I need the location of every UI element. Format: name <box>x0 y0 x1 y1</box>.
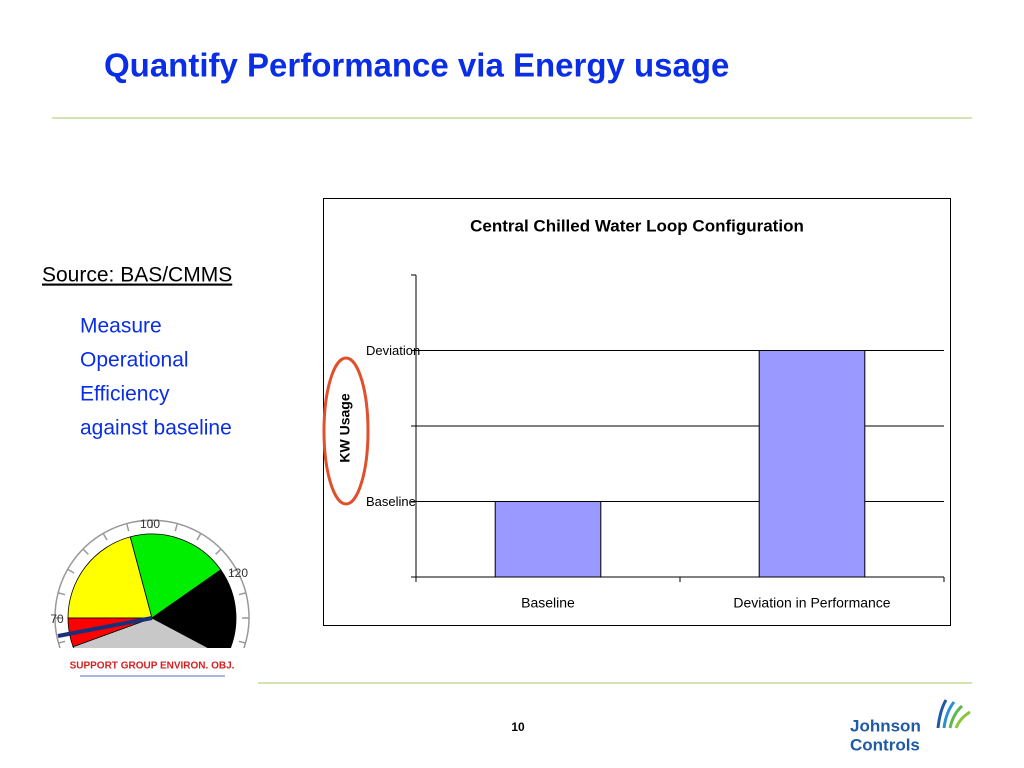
bar <box>758 350 866 578</box>
gauge-grey <box>72 617 210 648</box>
gauge-caption-box <box>62 658 242 674</box>
gauge-tick <box>174 524 178 532</box>
gauge-tick <box>82 548 89 555</box>
body-line: Efficiency <box>80 383 170 406</box>
page-number: 10 <box>511 720 525 734</box>
gauge-caption: SUPPORT GROUP ENVIRON. OBJ. <box>70 661 235 672</box>
gauge <box>54 519 250 649</box>
gauge-label: 100 <box>140 517 160 531</box>
gauge-tick <box>215 548 222 555</box>
y-tick-label: Deviation <box>366 343 420 358</box>
gauge-label: 120 <box>228 566 248 580</box>
gauge-tick <box>67 568 75 574</box>
y-axis-label: KW Usage <box>337 393 353 462</box>
bar <box>494 501 602 578</box>
gauge-needle <box>57 616 153 638</box>
logo-text: Johnson <box>850 716 921 735</box>
logo-icon <box>936 699 971 729</box>
source: Source: BAS/CMMS <box>42 264 232 287</box>
logo-text: Controls <box>850 735 920 754</box>
gauge-tick <box>238 592 246 596</box>
y-tick-label: Baseline <box>366 494 416 509</box>
slide-title: Quantify Performance via Energy usage <box>104 47 729 84</box>
body-line: Measure <box>80 315 162 338</box>
gauge-face <box>67 533 237 648</box>
gauge-tick <box>58 592 66 596</box>
x-tick-label: Baseline <box>521 595 575 611</box>
gauge-yellow <box>67 536 153 619</box>
body-line: Operational <box>80 349 189 372</box>
gauge-tick <box>58 640 66 644</box>
highlight-ellipse <box>322 356 370 506</box>
gauge-tick <box>238 640 246 644</box>
gauge-black <box>151 569 237 648</box>
gauge-label: 70 <box>50 612 64 626</box>
gauge-tick <box>229 568 237 574</box>
gauge-tick <box>102 533 108 541</box>
gauge-green <box>129 533 222 619</box>
gauge-tick <box>196 533 202 541</box>
gauge-tick <box>126 524 130 532</box>
chart-title: Central Chilled Water Loop Configuration <box>470 216 804 235</box>
x-tick-label: Deviation in Performance <box>733 595 890 611</box>
body-line: against baseline <box>80 417 232 440</box>
gauge-dial <box>54 519 250 649</box>
